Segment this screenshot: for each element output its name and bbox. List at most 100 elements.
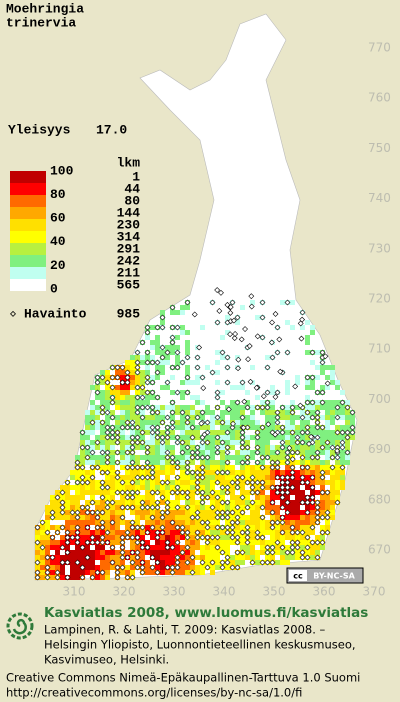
grid-cell xyxy=(270,455,275,460)
grid-cell xyxy=(175,545,180,550)
observation-marker xyxy=(319,389,326,396)
grid-cell xyxy=(160,520,165,525)
observation-marker xyxy=(269,524,276,531)
grid-cell xyxy=(155,465,160,470)
grid-cell xyxy=(140,390,145,395)
grid-cell xyxy=(100,500,105,505)
observation-marker xyxy=(264,364,271,371)
grid-cell xyxy=(255,540,260,545)
grid-cell xyxy=(95,395,100,400)
grid-cell xyxy=(135,515,140,520)
grid-cell xyxy=(140,515,145,520)
grid-cell xyxy=(315,535,320,540)
observation-marker xyxy=(201,431,208,438)
grid-cell xyxy=(95,455,100,460)
grid-cell xyxy=(110,445,115,450)
northing-label: 760 xyxy=(368,91,391,105)
grid-cell xyxy=(255,515,260,520)
grid-cell xyxy=(205,425,210,430)
observation-marker xyxy=(254,404,261,411)
grid-cell xyxy=(195,525,200,530)
observation-marker xyxy=(104,529,111,536)
observation-marker xyxy=(214,524,221,531)
observation-marker xyxy=(144,474,151,481)
grid-cell xyxy=(65,485,70,490)
grid-cell xyxy=(240,560,245,565)
grid-cell xyxy=(95,535,100,540)
grid-cell xyxy=(200,505,205,510)
observation-marker xyxy=(204,454,211,461)
grid-cell xyxy=(270,505,275,510)
observation-marker xyxy=(149,524,156,531)
grid-cell xyxy=(225,435,230,440)
observation-marker xyxy=(254,489,261,496)
observation-marker xyxy=(89,474,96,481)
grid-cell xyxy=(345,445,350,450)
grid-cell xyxy=(150,395,155,400)
grid-cell xyxy=(180,545,185,550)
grid-cell xyxy=(215,540,220,545)
observation-marker xyxy=(225,406,232,413)
grid-cell xyxy=(235,440,240,445)
grid-cell xyxy=(155,475,160,480)
grid-cell xyxy=(35,530,40,535)
grid-cell xyxy=(50,545,55,550)
grid-cell xyxy=(165,440,170,445)
grid-cell xyxy=(100,545,105,550)
grid-cell xyxy=(270,390,275,395)
observation-marker xyxy=(204,564,211,571)
observation-marker xyxy=(249,489,256,496)
grid-cell xyxy=(240,490,245,495)
grid-cell xyxy=(265,470,270,475)
grid-cell xyxy=(50,525,55,530)
grid-cell xyxy=(125,570,130,575)
grid-cell xyxy=(140,420,145,425)
grid-cell xyxy=(280,415,285,420)
observation-marker xyxy=(248,293,255,300)
grid-cell xyxy=(105,375,110,380)
observation-marker xyxy=(149,514,156,521)
grid-cell xyxy=(140,495,145,500)
grid-cell xyxy=(225,535,230,540)
grid-cell xyxy=(250,525,255,530)
grid-cell xyxy=(255,395,260,400)
grid-cell xyxy=(270,425,275,430)
grid-cell xyxy=(125,440,130,445)
observation-marker xyxy=(134,474,141,481)
grid-cell xyxy=(210,570,215,575)
grid-cell xyxy=(60,485,65,490)
grid-cell xyxy=(80,435,85,440)
observation-marker xyxy=(89,449,96,456)
grid-cell xyxy=(125,360,130,365)
observation-marker xyxy=(219,549,226,556)
grid-cell xyxy=(325,365,330,370)
grid-cell xyxy=(180,475,185,480)
grid-cell xyxy=(220,445,225,450)
grid-cell xyxy=(290,440,295,445)
grid-cell xyxy=(255,560,260,565)
grid-cell xyxy=(90,445,95,450)
grid-cell xyxy=(120,560,125,565)
grid-cell xyxy=(265,425,270,430)
grid-cell xyxy=(220,495,225,500)
observation-marker xyxy=(294,449,301,456)
observation-marker xyxy=(319,539,326,546)
grid-cell xyxy=(220,455,225,460)
grid-cell xyxy=(105,415,110,420)
observation-marker xyxy=(199,474,206,481)
observation-marker xyxy=(199,559,206,566)
grid-cell xyxy=(180,330,185,335)
observation-marker xyxy=(224,379,231,386)
grid-cell xyxy=(235,355,240,360)
observation-marker xyxy=(289,474,296,481)
observation-marker xyxy=(149,474,156,481)
observation-marker xyxy=(154,434,161,441)
easting-label: 370 xyxy=(363,585,386,599)
grid-cell xyxy=(250,535,255,540)
grid-cell xyxy=(150,455,155,460)
grid-cell xyxy=(125,475,130,480)
grid-cell xyxy=(185,340,190,345)
observation-marker xyxy=(134,409,141,416)
grid-cell xyxy=(200,485,205,490)
grid-cell xyxy=(255,440,260,445)
